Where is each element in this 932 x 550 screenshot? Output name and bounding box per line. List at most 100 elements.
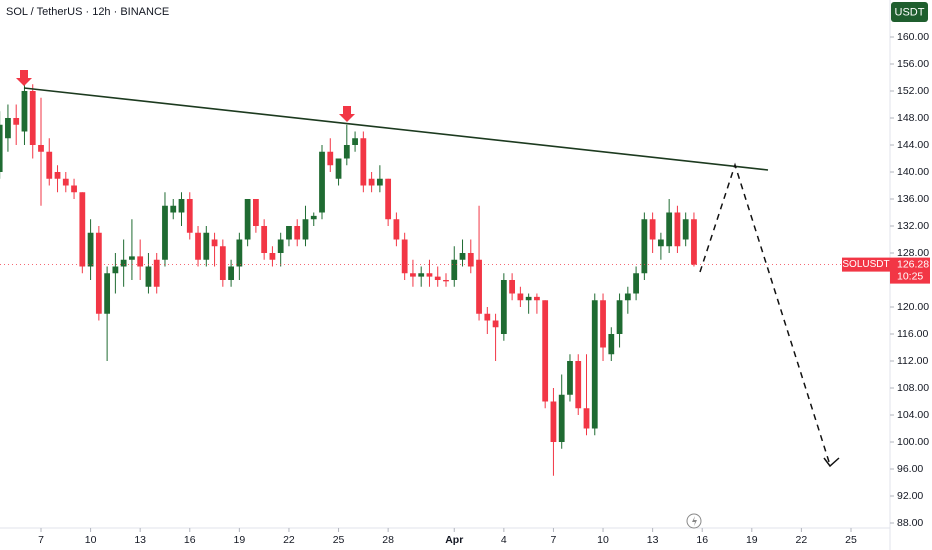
candle-body [170,205,177,213]
y-tick-label: 132.00 [897,220,929,232]
candle [104,266,111,362]
x-tick-label: 22 [283,534,295,546]
candle-body [575,361,582,409]
candle-body [21,90,28,132]
y-tick-label: 148.00 [897,112,929,124]
candle [459,239,466,267]
candle [418,266,425,287]
candle [244,198,251,247]
x-tick-label: 10 [85,534,97,546]
candle [492,313,499,362]
candle-body [410,273,416,277]
candle-body [360,138,367,186]
candle-body [46,151,53,179]
x-tick-label: 7 [38,534,44,546]
y-tick-label: 92.00 [897,490,923,502]
candle-body [666,212,673,247]
candle [54,165,61,193]
candle [467,239,474,274]
x-tick-label: 7 [551,534,557,546]
candle [641,212,648,280]
candle-body [459,252,466,260]
candle [451,246,458,287]
candle [360,131,367,193]
candle [600,293,606,362]
candle [170,198,177,220]
candle-body [633,273,639,294]
candle [616,293,623,348]
candle [500,273,507,341]
candle [186,192,193,240]
candle-body [87,232,94,267]
candle-body [186,198,193,233]
candle [335,158,342,186]
candle [294,219,301,247]
candle [211,232,218,267]
candle-body [674,212,681,247]
candle [476,205,482,321]
candle [228,259,234,287]
candle-body [616,300,623,334]
candle [633,266,639,301]
candle-body [567,361,573,395]
candle [509,273,516,301]
x-tick-label: 28 [382,534,394,546]
candle [575,354,582,416]
currency-label: USDT [895,6,925,18]
y-tick-label: 112.00 [897,355,928,367]
candle-body [13,117,20,125]
x-tick-label: 22 [796,534,808,546]
y-tick-label: 156.00 [897,58,929,70]
replay-icon[interactable] [686,513,702,529]
candle-body [657,239,664,247]
candle [434,266,441,287]
candle-body [600,300,606,348]
y-tick-label: 104.00 [897,409,929,421]
candle [203,225,210,267]
candle-body [525,296,532,301]
candle [319,144,325,220]
candle [277,232,284,267]
y-tick-label: 100.00 [897,436,929,448]
candle-body [376,178,383,186]
candle [691,212,697,267]
candle [517,286,524,307]
candle [0,111,3,179]
candle-body [476,259,482,314]
y-tick-label: 108.00 [897,382,929,394]
candle-body [310,215,317,220]
candle [261,219,268,260]
candle-body [153,259,160,287]
candle-body [29,90,36,145]
candle-body [38,144,44,152]
candle-body [509,279,516,294]
candle-body [517,293,524,301]
candle-body [211,239,218,247]
last-price-tag [890,257,930,284]
y-tick-label: 152.00 [897,85,929,97]
candle-body [426,273,433,277]
candle [38,97,44,206]
candle-body [261,225,268,253]
candle-body [484,313,491,321]
candle [129,219,135,280]
candle-body [95,232,102,314]
candle-body [219,246,226,280]
candle [87,219,94,280]
y-tick-label: 116.00 [897,328,928,340]
candle-body [401,239,408,274]
x-tick-label: 13 [647,534,659,546]
y-tick-label: 136.00 [897,193,929,205]
candle [252,198,259,233]
candle-body [0,124,3,172]
y-tick-label: 120.00 [897,301,929,313]
x-tick-label: 19 [234,534,246,546]
candle-body [691,219,697,265]
candle [219,239,226,287]
candle-body [195,232,201,260]
candle [327,138,334,172]
candle-body [624,293,631,301]
currency-button[interactable] [891,2,928,22]
candle-body [343,144,350,159]
